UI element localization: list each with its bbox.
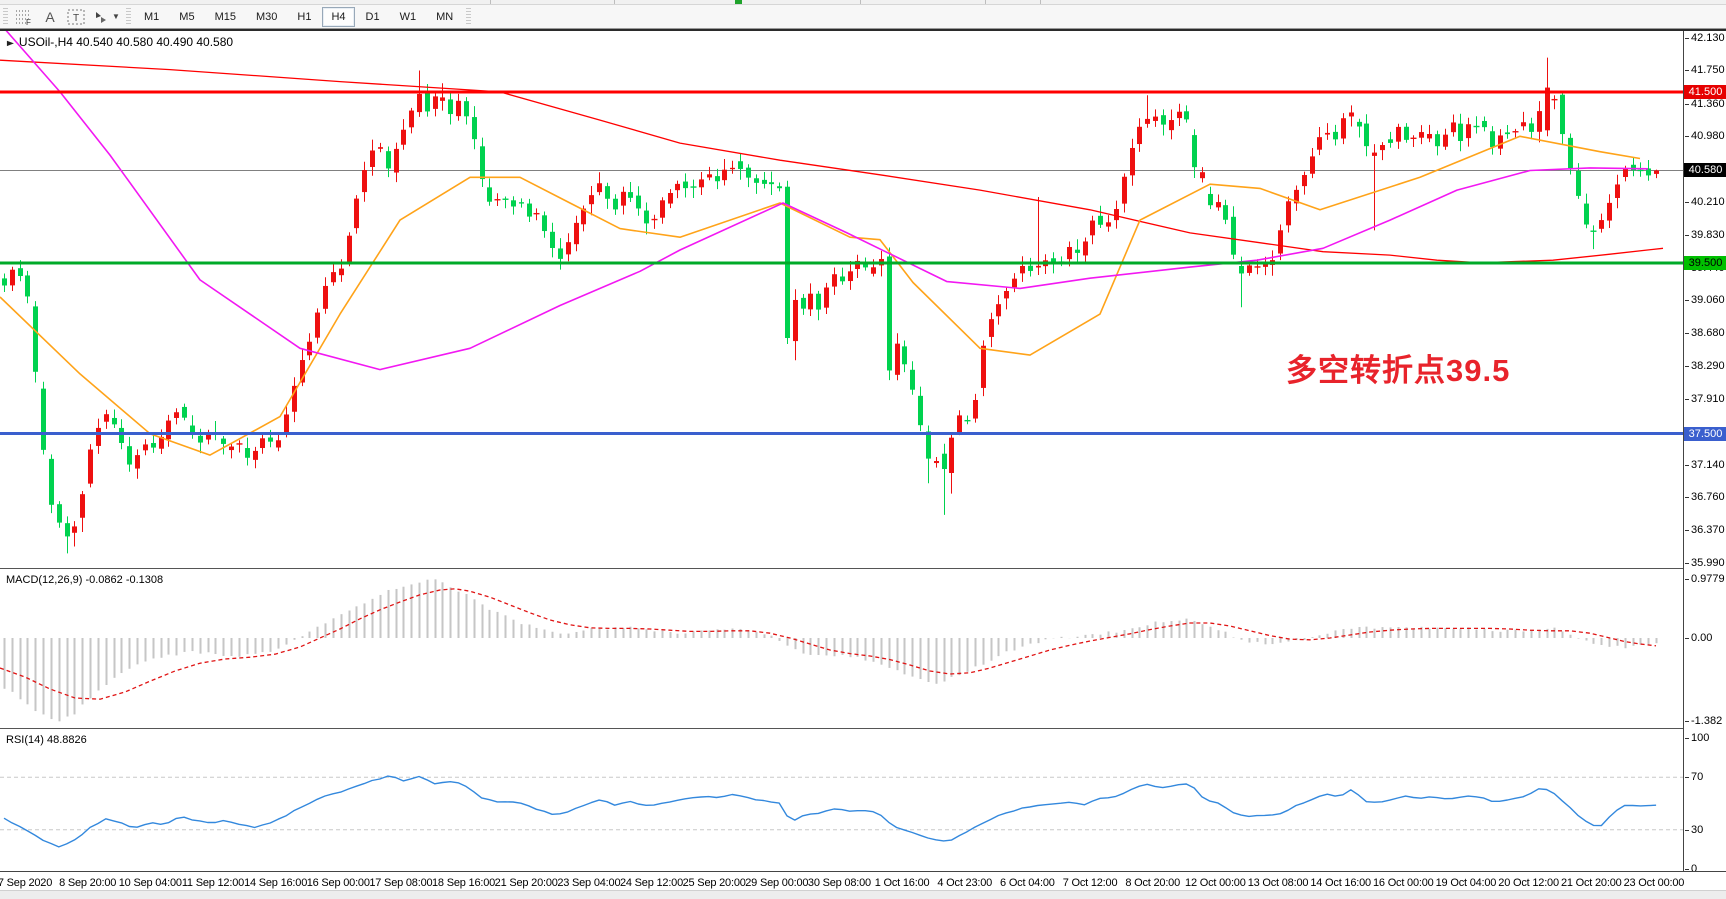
date-label: 18 Sep 16:00 — [432, 877, 496, 889]
timeframe-buttons: M1 M5 M15 M30 H1 H4 D1 W1 MN — [134, 6, 463, 27]
main-price-chart[interactable]: ► USOil-,H4 40.540 40.580 40.490 40.580 多… — [0, 22, 1683, 568]
toolbar-fragment — [614, 0, 615, 4]
date-label: 8 Sep 20:00 — [59, 877, 117, 889]
price-badge-37500: 37.500 — [1684, 426, 1726, 441]
chevron-down-icon[interactable]: ▼ — [112, 12, 120, 21]
toolbar-fragment-green — [735, 0, 742, 4]
rsi-scale-label: 70 — [1684, 771, 1704, 784]
price-tick-label: 36.760 — [1685, 490, 1725, 503]
toolbar-grip — [466, 7, 472, 26]
rsi-label: RSI(14) 48.8826 — [6, 734, 87, 746]
date-label: 23 Oct 00:00 — [1623, 877, 1685, 889]
date-label: 16 Sep 00:00 — [306, 877, 370, 889]
date-label: 29 Sep 00:00 — [745, 877, 809, 889]
date-label: 7 Sep 2020 — [0, 877, 53, 889]
date-label: 4 Oct 23:00 — [937, 877, 993, 889]
price-tick-label: 36.370 — [1685, 524, 1725, 537]
timeframe-button-m5[interactable]: M5 — [170, 7, 203, 27]
date-label: 30 Sep 08:00 — [807, 877, 871, 889]
price-badge-41500: 41.500 — [1684, 84, 1726, 99]
price-tick-label: 39.060 — [1685, 294, 1725, 307]
chart-annotation-text[interactable]: 多空转折点39.5 — [1286, 353, 1511, 388]
price-tick-label: 35.990 — [1685, 556, 1725, 569]
macd-indicator-panel[interactable]: MACD(12,26,9) -0.0862 -0.1308 — [0, 571, 1683, 728]
price-axis[interactable]: 42.13041.75041.36040.98040.21039.83039.4… — [1683, 31, 1726, 875]
fibonacci-icon[interactable]: F — [12, 7, 36, 27]
toolbar-fragment — [1040, 0, 1041, 4]
timeframe-button-m1[interactable]: M1 — [135, 7, 168, 27]
macd-scale-label: -1.382 — [1684, 714, 1723, 727]
date-label: 19 Oct 04:00 — [1435, 877, 1497, 889]
date-label: 24 Sep 12:00 — [619, 877, 684, 889]
macd-label: MACD(12,26,9) -0.0862 -0.1308 — [6, 574, 164, 586]
toolbar-grip — [3, 7, 8, 26]
candlestick-canvas[interactable] — [0, 22, 1683, 568]
line-studies-and-timeframe-toolbar: F A T ▼ M1 M5 M15 M30 H1 H4 D1 W1 MN — [0, 5, 1726, 29]
clipped-upper-toolbar — [0, 0, 1726, 5]
svg-text:F: F — [26, 18, 31, 25]
toolbar-divider — [0, 29, 1726, 31]
chart-symbol-title: ► USOil-,H4 40.540 40.580 40.490 40.580 — [4, 35, 234, 49]
rsi-indicator-panel[interactable]: RSI(14) 48.8826 — [0, 731, 1683, 871]
rsi-scale-label: 0 — [1684, 863, 1698, 875]
text-label-icon[interactable]: T — [64, 7, 88, 27]
date-label: 25 Sep 20:00 — [682, 877, 746, 889]
date-label: 20 Oct 12:00 — [1498, 877, 1559, 889]
price-tick-label: 37.140 — [1685, 458, 1725, 471]
timeframe-button-h1[interactable]: H1 — [288, 7, 320, 27]
date-label: 11 Sep 12:00 — [181, 877, 245, 889]
date-label: 16 Oct 00:00 — [1373, 877, 1434, 889]
date-label: 6 Oct 04:00 — [1000, 877, 1055, 889]
date-label: 14 Oct 16:00 — [1310, 877, 1371, 889]
price-tick-label: 38.290 — [1685, 360, 1725, 373]
price-tick-label: 38.680 — [1685, 326, 1725, 339]
rsi-scale-label: 30 — [1684, 823, 1704, 836]
timeframe-button-d1[interactable]: D1 — [357, 7, 389, 27]
timeframe-button-mn[interactable]: MN — [427, 7, 462, 27]
toolbar-grip — [126, 7, 131, 26]
date-label: 7 Oct 12:00 — [1062, 877, 1118, 889]
macd-scale-label: 0.9779 — [1685, 573, 1725, 586]
price-tick-label: 41.750 — [1685, 64, 1725, 77]
status-strip — [0, 890, 1726, 899]
date-label: 21 Oct 20:00 — [1560, 877, 1622, 889]
arrows-icon[interactable]: ▼ — [90, 7, 122, 27]
timeframe-button-m15[interactable]: M15 — [206, 7, 245, 27]
price-tick-label: 42.130 — [1685, 32, 1725, 44]
date-label: 1 Oct 16:00 — [874, 877, 930, 889]
timeframe-button-m30[interactable]: M30 — [247, 7, 286, 27]
date-label: 10 Sep 04:00 — [118, 877, 182, 889]
date-label: 21 Sep 20:00 — [494, 877, 558, 889]
date-label: 12 Oct 00:00 — [1185, 877, 1246, 889]
date-label: 8 Oct 20:00 — [1125, 877, 1181, 889]
toolbar-fragment — [985, 0, 986, 4]
toolbar-fragment — [490, 0, 491, 4]
price-tick-label: 40.210 — [1685, 196, 1725, 209]
macd-scale-label: 0.00 — [1684, 632, 1713, 644]
date-label: 14 Sep 16:00 — [244, 877, 308, 889]
price-badge-40580: 40.580 — [1684, 163, 1726, 178]
date-label: 13 Oct 08:00 — [1247, 877, 1309, 889]
timeframe-button-h4[interactable]: H4 — [322, 6, 355, 27]
chart-marker-icon: ► — [4, 38, 17, 48]
price-badge-39500: 39.500 — [1684, 255, 1726, 270]
price-tick-label: 41.360 — [1685, 97, 1725, 110]
text-icon[interactable]: A — [45, 8, 55, 25]
date-label: 17 Sep 08:00 — [369, 877, 433, 889]
svg-text:T: T — [73, 13, 79, 24]
rsi-canvas[interactable] — [0, 731, 1683, 871]
price-tick-label: 39.830 — [1685, 228, 1725, 241]
price-tick-label: 40.980 — [1685, 130, 1725, 143]
rsi-scale-label: 100 — [1684, 732, 1710, 744]
timeframe-button-w1[interactable]: W1 — [391, 7, 426, 27]
date-label: 23 Sep 04:00 — [557, 877, 621, 889]
toolbar-fragment — [860, 0, 861, 4]
macd-canvas[interactable] — [0, 571, 1683, 728]
price-tick-label: 37.910 — [1685, 392, 1725, 405]
